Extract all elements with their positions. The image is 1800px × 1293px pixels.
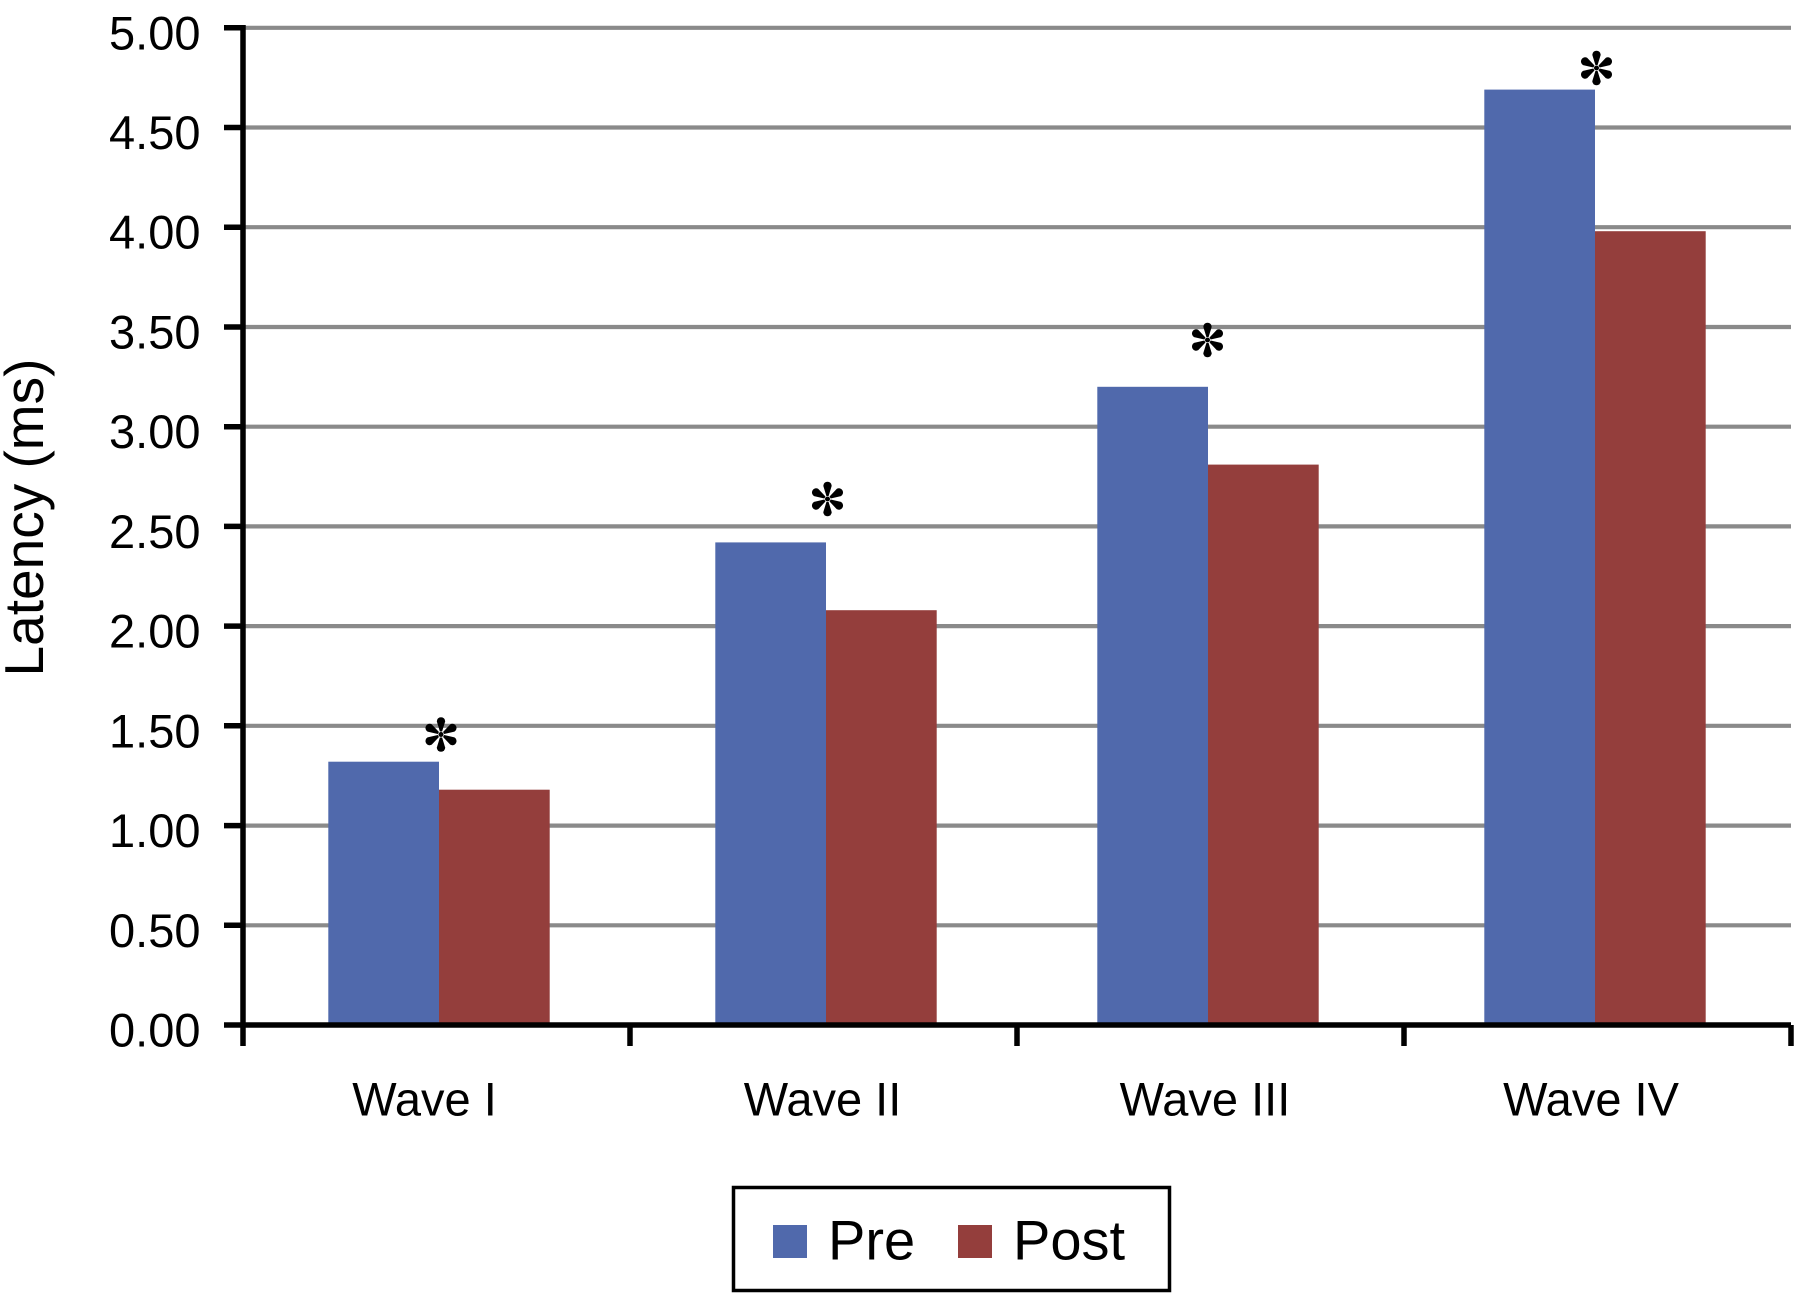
svg-text:Wave III: Wave III — [1120, 1073, 1291, 1126]
svg-text:1.00: 1.00 — [109, 804, 200, 857]
svg-text:4.00: 4.00 — [109, 206, 200, 259]
svg-text:0.50: 0.50 — [109, 904, 200, 957]
svg-text:0.00: 0.00 — [109, 1004, 200, 1057]
svg-text:3.00: 3.00 — [109, 405, 200, 458]
svg-text:Latency (ms): Latency (ms) — [0, 359, 55, 677]
svg-text:5.00: 5.00 — [109, 6, 200, 59]
svg-text:2.50: 2.50 — [109, 505, 200, 558]
svg-text:1.50: 1.50 — [109, 704, 200, 757]
svg-text:Pre: Pre — [828, 1209, 915, 1272]
svg-text:2.00: 2.00 — [109, 605, 200, 658]
svg-text:4.50: 4.50 — [109, 106, 200, 159]
svg-text:Wave IV: Wave IV — [1503, 1073, 1680, 1126]
svg-text:3.50: 3.50 — [109, 306, 200, 359]
svg-text:Wave I: Wave I — [352, 1073, 497, 1126]
svg-text:Wave II: Wave II — [744, 1073, 902, 1126]
svg-text:Post: Post — [1013, 1209, 1125, 1272]
